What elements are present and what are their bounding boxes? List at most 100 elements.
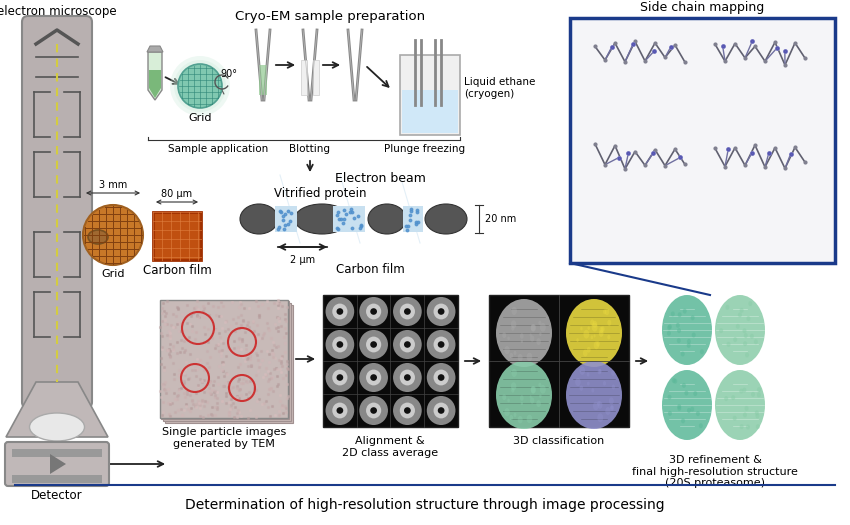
Text: 80 μm: 80 μm	[162, 189, 193, 199]
Text: Grid: Grid	[101, 269, 125, 279]
Bar	[400, 55, 460, 135]
Ellipse shape	[738, 312, 742, 318]
Ellipse shape	[509, 415, 513, 421]
Ellipse shape	[610, 405, 614, 410]
Ellipse shape	[736, 324, 740, 329]
Ellipse shape	[597, 401, 600, 406]
Ellipse shape	[591, 335, 593, 339]
Ellipse shape	[583, 330, 589, 339]
Ellipse shape	[337, 407, 343, 414]
Ellipse shape	[371, 341, 377, 348]
Ellipse shape	[400, 337, 415, 352]
Polygon shape	[147, 46, 163, 52]
Bar	[12, 451, 102, 453]
Text: Grid: Grid	[188, 113, 212, 123]
Ellipse shape	[592, 321, 598, 328]
Ellipse shape	[662, 370, 712, 440]
Ellipse shape	[593, 341, 599, 349]
Ellipse shape	[438, 308, 445, 315]
Ellipse shape	[368, 204, 406, 234]
Polygon shape	[313, 60, 319, 95]
Ellipse shape	[587, 326, 590, 330]
Ellipse shape	[610, 405, 614, 411]
Ellipse shape	[757, 387, 761, 392]
Ellipse shape	[746, 425, 750, 429]
Ellipse shape	[502, 394, 506, 400]
Ellipse shape	[745, 406, 749, 411]
Text: Carbon film: Carbon film	[143, 264, 212, 277]
Ellipse shape	[756, 424, 760, 429]
Ellipse shape	[687, 343, 691, 348]
Ellipse shape	[530, 324, 536, 331]
Ellipse shape	[604, 308, 609, 316]
Ellipse shape	[745, 352, 749, 358]
Ellipse shape	[538, 321, 541, 325]
Ellipse shape	[586, 372, 589, 376]
Ellipse shape	[566, 299, 622, 367]
Bar	[12, 453, 102, 455]
Ellipse shape	[527, 415, 532, 423]
Bar	[12, 479, 102, 480]
Ellipse shape	[603, 309, 606, 314]
Ellipse shape	[598, 369, 601, 374]
Ellipse shape	[438, 374, 445, 381]
Bar	[402, 90, 458, 133]
Ellipse shape	[724, 396, 728, 401]
Text: 20 nm: 20 nm	[485, 214, 516, 224]
Ellipse shape	[719, 328, 723, 333]
Ellipse shape	[521, 340, 523, 343]
Text: 3 mm: 3 mm	[99, 180, 128, 190]
Polygon shape	[50, 454, 66, 474]
Ellipse shape	[509, 353, 513, 359]
Ellipse shape	[511, 326, 514, 331]
Ellipse shape	[580, 385, 583, 391]
Ellipse shape	[332, 403, 348, 418]
Ellipse shape	[734, 337, 737, 342]
Bar	[12, 475, 102, 477]
Text: Carbon film: Carbon film	[336, 263, 405, 276]
Ellipse shape	[690, 407, 694, 412]
Ellipse shape	[540, 323, 546, 332]
Ellipse shape	[596, 341, 600, 346]
Polygon shape	[148, 52, 162, 100]
Ellipse shape	[438, 407, 445, 414]
Ellipse shape	[725, 305, 729, 310]
Ellipse shape	[607, 320, 611, 326]
FancyBboxPatch shape	[22, 16, 92, 408]
Ellipse shape	[539, 332, 541, 336]
Ellipse shape	[536, 338, 541, 345]
Ellipse shape	[366, 337, 381, 352]
Ellipse shape	[521, 402, 523, 405]
Ellipse shape	[30, 413, 84, 441]
Ellipse shape	[513, 351, 517, 355]
Bar	[12, 481, 102, 482]
Bar	[153, 212, 201, 260]
Ellipse shape	[504, 346, 510, 354]
Ellipse shape	[427, 297, 456, 326]
Ellipse shape	[756, 414, 760, 418]
Ellipse shape	[681, 418, 685, 423]
Bar	[570, 18, 835, 263]
Polygon shape	[6, 382, 108, 437]
Ellipse shape	[740, 388, 743, 394]
Ellipse shape	[360, 396, 388, 425]
Ellipse shape	[743, 341, 747, 346]
Ellipse shape	[518, 354, 523, 361]
Ellipse shape	[691, 316, 694, 320]
Ellipse shape	[371, 407, 377, 414]
Polygon shape	[259, 65, 267, 95]
Ellipse shape	[607, 335, 610, 340]
Ellipse shape	[598, 369, 602, 373]
Ellipse shape	[434, 403, 449, 418]
Text: Liquid ethane
(cryogen): Liquid ethane (cryogen)	[464, 77, 536, 99]
Ellipse shape	[337, 308, 343, 315]
Ellipse shape	[511, 320, 516, 329]
Ellipse shape	[682, 383, 686, 388]
Ellipse shape	[598, 401, 603, 409]
Ellipse shape	[326, 297, 354, 326]
Ellipse shape	[366, 303, 381, 319]
Ellipse shape	[360, 363, 388, 392]
Ellipse shape	[360, 297, 388, 326]
Ellipse shape	[530, 324, 536, 332]
Bar	[333, 206, 365, 232]
